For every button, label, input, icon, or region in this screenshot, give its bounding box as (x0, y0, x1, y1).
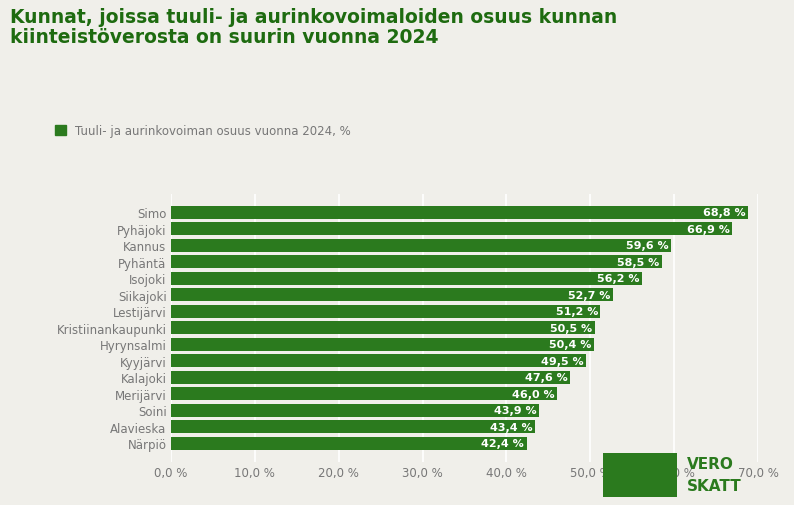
Text: 66,9 %: 66,9 % (687, 225, 730, 234)
Bar (171, 338, 594, 351)
Text: 68,8 %: 68,8 % (703, 208, 746, 218)
Text: VERO: VERO (688, 456, 734, 471)
Text: 56,2 %: 56,2 % (597, 274, 640, 284)
FancyBboxPatch shape (603, 453, 676, 497)
Bar (171, 223, 732, 236)
Legend: Tuuli- ja aurinkovoiman osuus vuonna 2024, %: Tuuli- ja aurinkovoiman osuus vuonna 202… (50, 120, 356, 142)
Text: 59,6 %: 59,6 % (626, 241, 669, 251)
Text: Kunnat, joissa tuuli- ja aurinkovoimaloiden osuus kunnan: Kunnat, joissa tuuli- ja aurinkovoimaloi… (10, 8, 618, 27)
Text: 52,7 %: 52,7 % (569, 290, 611, 300)
Text: 47,6 %: 47,6 % (525, 373, 568, 383)
Bar (171, 355, 586, 368)
Bar (171, 256, 661, 269)
Bar (171, 437, 526, 450)
Bar (171, 388, 557, 400)
Text: 46,0 %: 46,0 % (511, 389, 554, 399)
Text: 43,9 %: 43,9 % (494, 406, 537, 416)
Bar (171, 371, 570, 384)
Bar (171, 421, 535, 433)
Text: kiinteistöverosta on suurin vuonna 2024: kiinteistöverosta on suurin vuonna 2024 (10, 28, 439, 47)
Text: 51,2 %: 51,2 % (556, 307, 598, 317)
Text: 43,4 %: 43,4 % (490, 422, 533, 432)
Text: 42,4 %: 42,4 % (481, 438, 524, 448)
Bar (171, 207, 748, 220)
Bar (171, 306, 600, 318)
Text: 49,5 %: 49,5 % (541, 356, 584, 366)
Bar (171, 239, 671, 252)
Text: 50,5 %: 50,5 % (550, 323, 592, 333)
Bar (171, 404, 539, 417)
Bar (171, 322, 595, 335)
Bar (171, 289, 613, 302)
Text: 50,4 %: 50,4 % (549, 340, 592, 349)
Bar (171, 272, 642, 285)
Text: SKATT: SKATT (688, 478, 742, 493)
Text: 58,5 %: 58,5 % (617, 258, 659, 267)
